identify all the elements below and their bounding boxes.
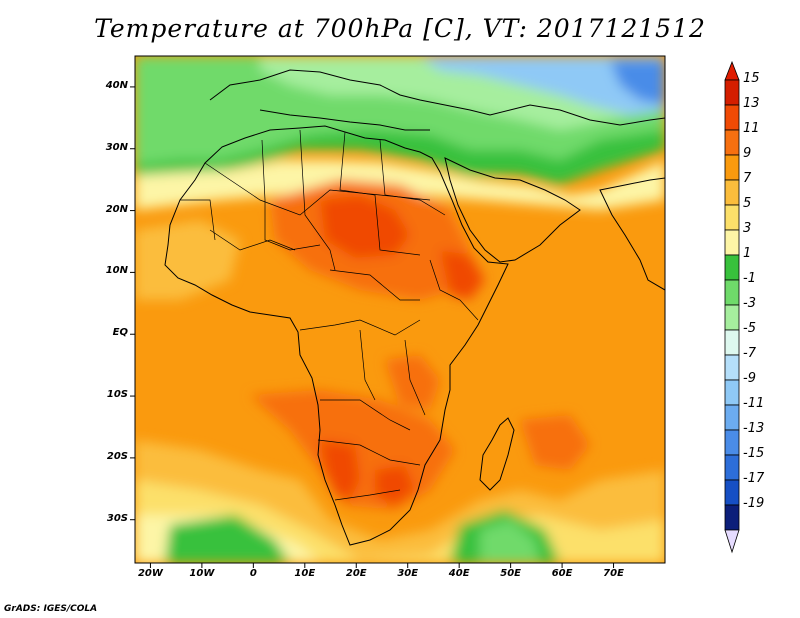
field-north-colder: [610, 60, 665, 105]
field-namibia-hot: [320, 440, 360, 500]
lon-tick-label: 60E: [551, 568, 573, 579]
lat-tick-label: 20S: [106, 450, 128, 462]
credit-text: GrADS: IGES/COLA: [4, 604, 98, 614]
colorbar-swatch: [724, 204, 740, 231]
africa-coastline: [164, 125, 509, 546]
colorbar-level-label: 3: [743, 221, 752, 236]
colorbar-swatch: [724, 504, 740, 531]
colorbar-swatch: [724, 304, 740, 331]
field-southindian-lightgreen: [480, 520, 540, 563]
colorbar-level-label: -5: [743, 321, 756, 336]
colorbar-swatch: [724, 354, 740, 381]
colorbar-level-label: -7: [743, 346, 756, 361]
colorbar-level-label: 1: [743, 246, 752, 261]
lat-tick-label: 30S: [106, 512, 128, 524]
coastlines: [164, 69, 665, 546]
colorbar-swatch: [724, 479, 740, 506]
colorbar-level-label: 15: [743, 71, 760, 86]
lon-tick-label: 0: [249, 568, 257, 579]
plot-frame: [134, 55, 666, 564]
colorbar-swatch: [724, 279, 740, 306]
colorbar-level-label: -9: [743, 371, 756, 386]
mediterranean-coast: [259, 109, 430, 131]
lat-tick-label: 30N: [105, 141, 128, 153]
lat-tick-label: 10S: [106, 389, 128, 401]
country-borders: [180, 129, 479, 501]
lat-tick-label: EQ: [112, 327, 128, 339]
lat-tick-marks: [130, 86, 135, 521]
field-ethiopia-hot: [440, 250, 485, 300]
colorbar-swatch: [724, 104, 740, 131]
lon-tick-label: 50E: [500, 568, 521, 579]
lon-tick-label: 40E: [448, 568, 470, 579]
colorbar-level-label: 9: [743, 146, 752, 161]
colorbar-swatch: [724, 229, 740, 256]
lon-tick-label: 20W: [137, 568, 163, 579]
field-north-cold: [420, 56, 665, 115]
colorbar-swatch: [724, 429, 740, 456]
colorbar-swatch: [724, 329, 740, 356]
lat-tick-label: 20N: [105, 203, 128, 215]
colorbar-level-label: -3: [743, 296, 756, 311]
colorbar-level-label: -1: [743, 271, 756, 286]
colorbar-top-arrow: [724, 60, 740, 81]
colorbar-swatch: [724, 154, 740, 181]
colorbar-swatch: [724, 129, 740, 156]
colorbar-level-label: -15: [743, 446, 765, 461]
colorbar-level-label: 11: [743, 121, 760, 136]
temperature-field: [135, 56, 665, 563]
colorbar-swatch: [724, 254, 740, 281]
lat-tick-label: 40N: [105, 79, 128, 91]
colorbar-swatch: [724, 79, 740, 106]
colorbar-level-label: 13: [743, 96, 760, 111]
india-coastline: [599, 177, 665, 291]
chart-title: Temperature at 700hPa [C], VT: 201712151…: [94, 14, 706, 43]
colorbar: [724, 60, 740, 554]
lon-tick-marks: [149, 563, 615, 568]
colorbar-level-label: -11: [743, 396, 765, 411]
lon-tick-label: 20E: [345, 568, 367, 579]
colorbar-level-label: -17: [743, 471, 765, 486]
colorbar-swatch: [724, 379, 740, 406]
colorbar-level-label: 5: [743, 196, 752, 211]
colorbar-level-label: -19: [743, 496, 765, 511]
lon-tick-label: 10E: [294, 568, 316, 579]
madagascar-coastline: [479, 417, 515, 491]
colorbar-swatch: [724, 179, 740, 206]
field-eastafrica-warm: [385, 355, 440, 410]
colorbar-swatch: [724, 454, 740, 481]
lon-tick-label: 70E: [603, 568, 624, 579]
field-southatlantic-green: [165, 515, 290, 563]
lon-tick-label: 10W: [189, 568, 215, 579]
arabia-coastline: [444, 157, 581, 263]
colorbar-level-label: -13: [743, 421, 765, 436]
colorbar-swatch: [724, 404, 740, 431]
lon-tick-label: 30E: [397, 568, 419, 579]
colorbar-level-label: 7: [743, 171, 752, 186]
field-sudan-hot: [320, 195, 410, 258]
field-westafrica-mild: [135, 220, 240, 300]
field-indianocean-warm: [520, 415, 590, 470]
europe-coastline: [209, 69, 665, 126]
lat-tick-label: 10N: [105, 265, 128, 277]
field-botswana-hot: [375, 465, 415, 505]
colorbar-bottom-arrow: [724, 529, 740, 554]
